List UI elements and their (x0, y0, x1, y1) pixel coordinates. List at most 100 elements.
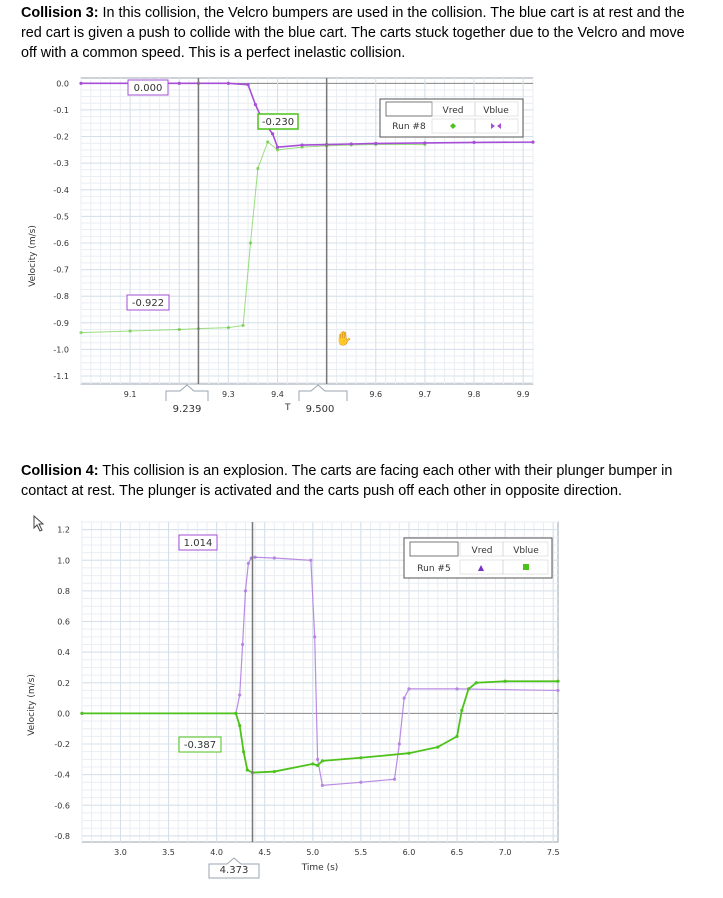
collision-4-paragraph: Collision 4: This collision is an explos… (21, 461, 701, 501)
svg-text:-0.387: -0.387 (184, 740, 216, 751)
collision-4-text: This collision is an explosion. The cart… (21, 463, 673, 499)
pointer-cursor-icon (33, 514, 45, 532)
x-tick-label: 3.0 (114, 848, 127, 857)
y-tick-label: 0.6 (57, 618, 70, 627)
data-point-vblue (241, 323, 245, 328)
y-tick-label: -0.6 (54, 801, 70, 810)
x-tick-label: 9.3 (222, 390, 235, 399)
callout-blue-start: -0.922 (126, 294, 170, 311)
y-tick-label: 1.0 (57, 556, 70, 565)
data-point-vblue (256, 166, 260, 171)
cursor-label-1[interactable]: 4.373 (208, 857, 260, 879)
y-tick-label: 0.8 (57, 587, 70, 596)
grid (80, 78, 534, 384)
data-point-vblue (503, 679, 507, 683)
data-point-vblue (466, 687, 471, 691)
y-tick-label: -1.1 (53, 372, 69, 381)
svg-text:9.500: 9.500 (306, 404, 335, 415)
data-point-vblue (455, 734, 459, 738)
x-tick-label: 4.5 (258, 848, 271, 857)
data-point-vred (402, 696, 406, 700)
data-point-vred (79, 81, 83, 85)
data-point-vred (240, 642, 245, 647)
legend: Vred Vblue Run #5 (403, 537, 553, 579)
callout-red-start: 0.000 (127, 79, 169, 96)
y-tick-label: -0.2 (53, 133, 69, 142)
data-point-vred (392, 777, 397, 781)
x-tick-label: 3.5 (162, 848, 175, 857)
data-point-vred (272, 556, 276, 560)
legend-vblue: Vblue (483, 106, 509, 116)
y-tick-label: 0.0 (57, 709, 70, 718)
data-point-vblue (238, 724, 242, 728)
y-tick-label: -0.9 (53, 319, 69, 328)
data-point-vblue (128, 329, 132, 333)
data-point-vred (275, 145, 280, 149)
y-tick-label: -0.5 (53, 212, 69, 221)
y-tick-label: 0.0 (56, 79, 69, 88)
cursor-layer[interactable] (197, 78, 328, 384)
y-tick-label: -0.6 (53, 239, 69, 248)
data-point-vblue (245, 768, 249, 772)
data-point-vblue (407, 751, 411, 755)
collision-4-chart: 1.2 1.0 0.8 0.6 0.4 0.2 0.0 -0.2 -0.4 -0.6 -0.8 3.… (27, 514, 560, 879)
y-tick-label: -0.8 (54, 832, 70, 841)
x-tick-label: 6.0 (403, 848, 416, 857)
legend-run: Run #8 (392, 122, 426, 132)
x-tick-label: 6.5 (451, 848, 464, 857)
data-point-vred (472, 140, 476, 144)
data-point-vred (397, 742, 401, 746)
data-point-vred (238, 693, 242, 697)
x-tick-labels: 3.0 3.5 4.0 4.5 5.0 5.5 6.0 6.5 7.0 7.5 (114, 848, 559, 857)
cursor-marker-t: T (284, 403, 291, 413)
x-axis-label: Time (s) (301, 863, 339, 873)
data-point-vred (556, 688, 560, 693)
y-tick-label: -0.8 (53, 292, 69, 301)
legend-run: Run #5 (417, 564, 450, 574)
collision-3-heading: Collision 3: (21, 5, 99, 21)
y-tick-label: -0.1 (53, 106, 69, 115)
data-point-vblue (80, 711, 84, 715)
legend-vblue-marker (491, 123, 501, 129)
data-point-vred (253, 555, 257, 559)
x-tick-label: 9.8 (468, 390, 481, 399)
x-tick-label: 5.0 (306, 848, 319, 857)
data-point-vred (253, 103, 258, 107)
data-point-vred (423, 141, 427, 145)
y-tick-label: -0.4 (54, 771, 70, 780)
data-point-vred (374, 141, 378, 146)
data-point-vred (271, 132, 275, 136)
data-point-vblue (474, 681, 478, 685)
legend: Vred Vblue Run #8 (379, 98, 524, 138)
x-tick-label: 9.6 (369, 390, 382, 399)
data-point-vred (246, 561, 250, 565)
data-point-vblue (272, 769, 276, 774)
legend-vred: Vred (443, 106, 464, 116)
collision-3-paragraph: Collision 3: In this collision, the Velc… (21, 3, 701, 63)
data-point-vred (359, 780, 363, 784)
y-tick-label: -0.4 (53, 186, 69, 195)
legend-vblue: Vblue (513, 546, 539, 556)
svg-text:4.373: 4.373 (220, 865, 249, 876)
data-point-vblue (234, 711, 238, 715)
callout-red-peak: 1.014 (178, 534, 218, 551)
data-point-vred (226, 81, 230, 85)
data-point-vred (309, 558, 313, 562)
cursor-label-2[interactable]: 9.500 T (284, 384, 348, 415)
y-tick-label: 0.4 (57, 648, 70, 657)
data-point-vblue (266, 140, 270, 144)
cursor-label-1[interactable]: 9.239 (165, 384, 209, 415)
svg-text:0.000: 0.000 (134, 83, 163, 94)
y-axis-label: Velocity (m/s) (27, 674, 37, 736)
callout-after-collision: -0.230 (257, 113, 299, 130)
data-point-vblue (177, 327, 181, 332)
data-point-vred (313, 635, 317, 639)
y-tick-label: -1.0 (53, 345, 69, 354)
data-point-vblue (79, 331, 83, 335)
x-tick-label: 4.0 (210, 848, 223, 857)
data-point-vblue (320, 759, 325, 763)
data-point-vred (320, 783, 325, 787)
collision-4-heading: Collision 4: (21, 463, 99, 479)
legend-vred-marker (450, 123, 456, 129)
data-point-vblue (226, 325, 230, 330)
